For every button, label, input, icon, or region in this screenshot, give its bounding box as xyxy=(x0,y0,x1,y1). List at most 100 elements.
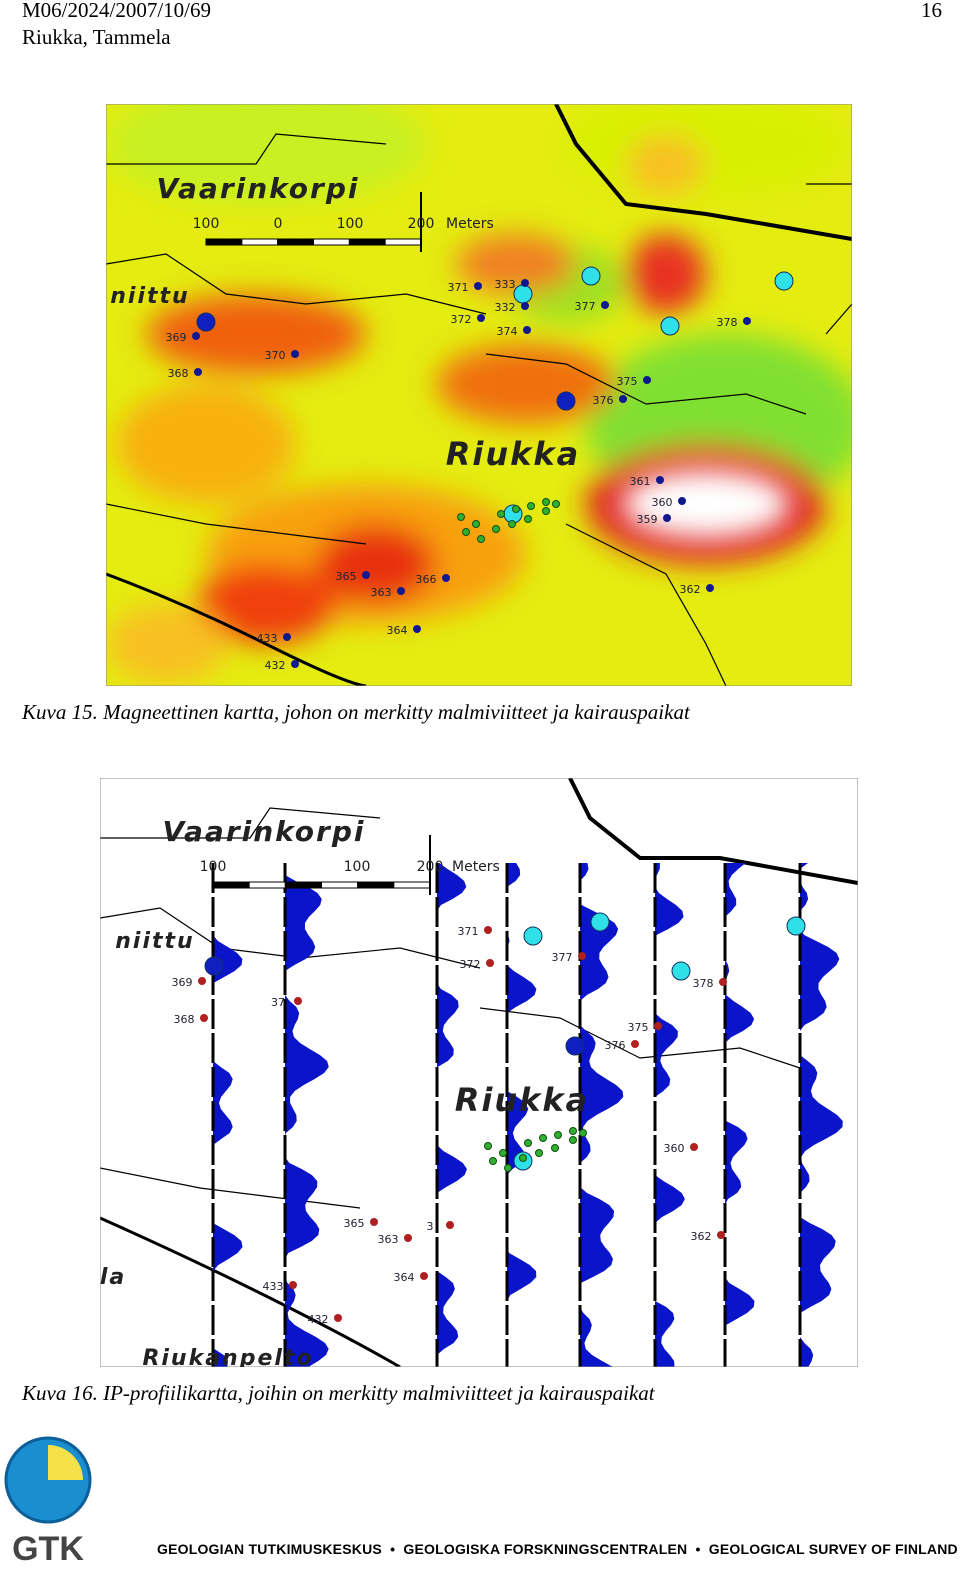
scale-label: 200 xyxy=(408,216,435,232)
site-marker xyxy=(204,956,224,976)
ip-profile-map: 100 100 200 Meters Vaarinkorpi niittu Riukka Ri… xyxy=(100,778,858,1367)
point-label: 362 xyxy=(691,1230,712,1243)
scale-bar xyxy=(313,238,350,246)
point-label: 433 xyxy=(257,632,278,645)
scale-label: 100 xyxy=(337,216,364,232)
point-marker xyxy=(656,476,664,484)
drill-site xyxy=(524,515,532,523)
drill-site xyxy=(527,502,535,510)
drill-site xyxy=(524,1139,532,1147)
point-marker xyxy=(578,952,586,960)
place-name: Riukka xyxy=(446,435,581,473)
drill-site xyxy=(457,513,465,521)
drill-site xyxy=(551,1144,559,1152)
point-marker xyxy=(678,497,686,505)
point-marker xyxy=(477,314,485,322)
point-label: 359 xyxy=(637,513,658,526)
point-label: 364 xyxy=(394,1271,415,1284)
place-name: Vaarinkorpi xyxy=(163,815,366,848)
scale-bar xyxy=(205,238,243,246)
point-label: 433 xyxy=(263,1280,284,1293)
point-label: 432 xyxy=(308,1313,329,1326)
site-marker xyxy=(196,312,216,332)
point-label: 332 xyxy=(495,301,516,314)
scale-bar xyxy=(212,881,250,889)
point-label: 377 xyxy=(552,951,573,964)
point-label: 375 xyxy=(628,1021,649,1034)
point-marker xyxy=(291,660,299,668)
drill-site xyxy=(554,1131,562,1139)
point-marker xyxy=(486,959,494,967)
ip-profile xyxy=(725,863,755,1367)
drill-site xyxy=(512,505,520,513)
point-label: 333 xyxy=(495,278,516,291)
point-marker xyxy=(601,301,609,309)
point-marker xyxy=(192,332,200,340)
point-marker xyxy=(474,282,482,290)
site-marker xyxy=(660,316,680,336)
scale-bar xyxy=(393,881,431,889)
logo-text: GTK xyxy=(12,1530,84,1568)
page-number: 16 xyxy=(921,0,942,22)
drill-site xyxy=(489,1157,497,1165)
gtk-logo: GTK xyxy=(4,1436,92,1568)
point-marker xyxy=(294,997,302,1005)
drill-site xyxy=(484,1142,492,1150)
point-marker xyxy=(631,1040,639,1048)
point-label: 362 xyxy=(680,583,701,596)
scale-bar xyxy=(241,238,279,246)
drill-site xyxy=(492,525,500,533)
point-label: 368 xyxy=(174,1013,195,1026)
point-marker xyxy=(643,376,651,384)
drill-site xyxy=(542,507,550,515)
point-marker xyxy=(334,1314,342,1322)
organization: GEOLOGICAL SURVEY OF FINLAND xyxy=(708,1541,958,1557)
point-marker xyxy=(663,514,671,522)
organization: GEOLOGIAN TUTKIMUSKESKUS xyxy=(157,1541,382,1557)
point-marker xyxy=(289,1281,297,1289)
site-marker xyxy=(774,271,794,291)
point-label: 377 xyxy=(575,300,596,313)
point-marker xyxy=(619,395,627,403)
place-name: Riukka xyxy=(455,1081,590,1119)
scale-bar xyxy=(284,881,322,889)
figure-caption: Kuva 15. Magneettinen kartta, johon on m… xyxy=(22,700,690,724)
point-marker xyxy=(706,584,714,592)
scale-unit: Meters xyxy=(446,216,494,232)
scale-label: 0 xyxy=(274,216,283,232)
scale-bar xyxy=(357,881,395,889)
place-name: la xyxy=(100,1265,126,1290)
scale-unit: Meters xyxy=(452,859,500,875)
point-marker xyxy=(717,1231,725,1239)
point-marker xyxy=(194,368,202,376)
drill-site xyxy=(552,500,560,508)
ip-profile xyxy=(580,863,624,1367)
site-marker xyxy=(786,916,806,936)
point-marker xyxy=(362,571,370,579)
ip-profile xyxy=(437,863,467,1367)
point-label: 378 xyxy=(693,977,714,990)
point-marker xyxy=(743,317,751,325)
point-marker xyxy=(370,1218,378,1226)
scale-bar xyxy=(348,238,386,246)
footer-organizations: GEOLOGIAN TUTKIMUSKESKUS • GEOLOGISKA FO… xyxy=(157,1541,958,1557)
point-marker xyxy=(719,978,727,986)
point-marker xyxy=(404,1234,412,1242)
scale-label: 200 xyxy=(417,859,444,875)
site-marker xyxy=(513,284,533,304)
point-label: 360 xyxy=(652,496,673,509)
point-label: 368 xyxy=(168,367,189,380)
scale-label: 100 xyxy=(193,216,220,232)
point-label: 363 xyxy=(371,586,392,599)
point-label: 3 xyxy=(427,1220,434,1233)
ip-profile xyxy=(507,863,537,1367)
point-label: 370 xyxy=(265,349,286,362)
drill-site xyxy=(508,520,516,528)
drill-site xyxy=(504,1164,512,1172)
point-marker xyxy=(521,302,529,310)
drill-site xyxy=(569,1127,577,1135)
point-marker xyxy=(283,633,291,641)
site-marker xyxy=(590,912,610,932)
site-marker xyxy=(556,391,576,411)
